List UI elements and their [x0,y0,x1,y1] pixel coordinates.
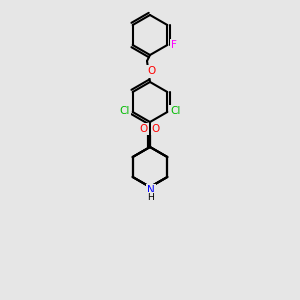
Text: F: F [171,40,177,50]
Text: N: N [147,185,155,195]
Text: O: O [152,124,160,134]
Text: Cl: Cl [170,106,181,116]
Text: Cl: Cl [119,106,130,116]
Text: O: O [140,124,148,134]
Text: O: O [147,67,156,76]
Text: H: H [148,193,154,202]
